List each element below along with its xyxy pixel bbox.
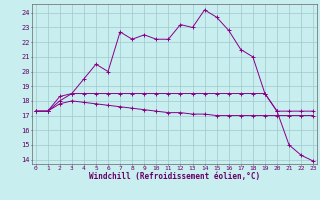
X-axis label: Windchill (Refroidissement éolien,°C): Windchill (Refroidissement éolien,°C) bbox=[89, 172, 260, 181]
